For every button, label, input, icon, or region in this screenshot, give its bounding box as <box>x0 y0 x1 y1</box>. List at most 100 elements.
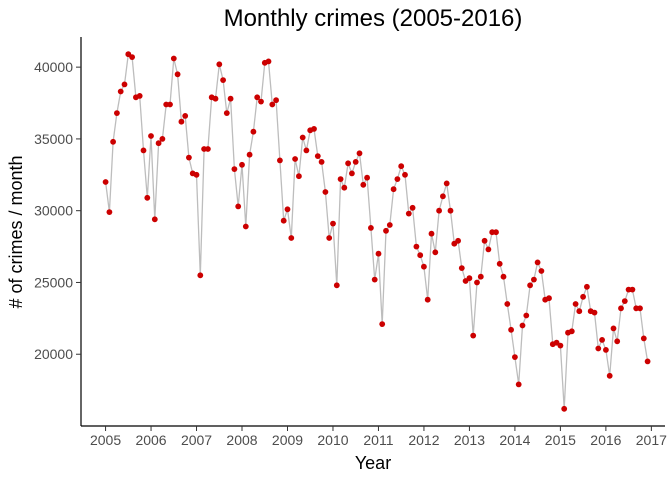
data-point <box>379 321 386 327</box>
data-point <box>493 229 499 236</box>
data-point <box>254 94 261 101</box>
data-point <box>466 275 473 282</box>
data-point <box>330 220 336 227</box>
data-point <box>277 157 283 164</box>
y-tick-label: 35000 <box>34 131 73 147</box>
data-point <box>352 159 359 165</box>
data-point <box>349 170 355 177</box>
x-axis-ticks: 2005 2006 2007 2008 2009 2010 2011 2012 2013 2014… <box>90 426 667 448</box>
data-point <box>568 328 575 335</box>
data-point <box>148 133 154 139</box>
data-point <box>485 246 492 253</box>
data-point <box>546 295 552 302</box>
data-point <box>170 55 177 62</box>
x-tick-label: 2008 <box>226 432 257 448</box>
x-tick-label: 2017 <box>636 432 667 448</box>
data-point <box>375 250 382 257</box>
x-tick-label: 2016 <box>590 432 621 448</box>
data-point <box>371 276 378 283</box>
plot-area <box>102 51 651 412</box>
data-point <box>174 71 181 78</box>
data-point <box>178 118 185 125</box>
x-tick-label: 2015 <box>545 432 576 448</box>
data-point <box>322 189 329 195</box>
data-point <box>159 136 166 142</box>
data-point <box>402 171 408 178</box>
data-point <box>610 325 617 332</box>
data-point <box>398 163 405 170</box>
data-point <box>239 161 245 168</box>
data-point <box>440 193 446 200</box>
data-point <box>512 354 518 360</box>
data-point <box>129 54 136 60</box>
data-point <box>155 140 162 147</box>
data-point <box>561 405 568 412</box>
data-point <box>296 173 302 180</box>
data-point <box>500 273 507 280</box>
data-point <box>644 358 651 365</box>
data-point <box>110 138 116 145</box>
data-point <box>337 176 344 183</box>
x-tick-label: 2005 <box>90 432 121 448</box>
y-tick-label: 25000 <box>34 274 73 290</box>
data-point <box>114 110 120 116</box>
data-point <box>212 95 219 102</box>
data-point <box>447 207 454 214</box>
data-point <box>258 98 264 105</box>
data-point <box>538 268 545 274</box>
data-point <box>417 252 424 259</box>
data-point <box>368 225 374 231</box>
data-point <box>326 235 333 241</box>
data-point <box>428 230 435 237</box>
data-point <box>390 186 397 193</box>
data-point <box>394 176 401 183</box>
x-tick-label: 2014 <box>499 432 530 448</box>
data-point <box>205 146 211 152</box>
data-point <box>144 194 151 201</box>
data-point <box>477 273 484 280</box>
data-point <box>470 332 477 339</box>
data-point <box>314 153 321 160</box>
data-point <box>311 125 317 132</box>
data-point <box>591 309 598 316</box>
data-point <box>614 338 621 345</box>
data-point <box>531 276 537 283</box>
data-point <box>265 58 272 65</box>
data-point <box>421 263 427 270</box>
data-point <box>193 171 200 178</box>
data-point <box>458 265 465 271</box>
series-line-layer <box>104 52 649 409</box>
data-point <box>405 210 412 217</box>
series-line <box>104 52 649 409</box>
data-point <box>576 308 583 315</box>
y-tick-label: 30000 <box>34 203 73 219</box>
data-point <box>227 95 234 102</box>
data-point <box>534 259 541 266</box>
data-point <box>618 305 624 312</box>
data-point <box>333 282 340 289</box>
data-point <box>117 88 124 95</box>
data-point <box>640 335 647 342</box>
data-point <box>603 347 609 353</box>
data-point <box>572 301 579 307</box>
data-point <box>424 296 431 303</box>
data-point <box>432 249 439 256</box>
data-point <box>151 216 158 223</box>
data-point <box>318 159 325 165</box>
x-tick-label: 2012 <box>408 432 439 448</box>
x-tick-label: 2011 <box>363 432 393 448</box>
data-point <box>292 156 298 162</box>
data-point <box>269 101 276 108</box>
data-point <box>220 77 227 83</box>
data-point <box>235 203 242 210</box>
data-point <box>504 301 511 307</box>
x-axis-title: Year <box>355 453 391 473</box>
chart-title: Monthly crimes (2005-2016) <box>224 5 523 32</box>
x-tick-label: 2006 <box>135 432 166 448</box>
data-point <box>637 305 643 312</box>
data-point <box>197 272 204 279</box>
data-point <box>508 326 514 333</box>
x-tick-label: 2009 <box>272 432 303 448</box>
data-point <box>621 298 628 304</box>
data-point <box>136 93 143 99</box>
